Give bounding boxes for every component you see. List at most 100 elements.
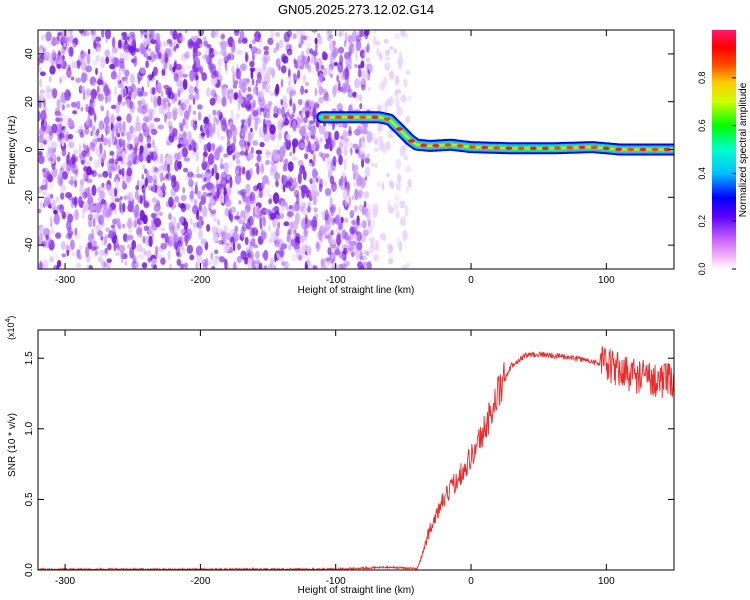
noise-cell <box>194 86 198 93</box>
noise-cell <box>45 88 52 100</box>
noise-cell <box>113 124 119 132</box>
snr-panel: -300 -200 -100 0 100 0.0 0.5 1.0 1.5 Height of s… <box>5 316 675 596</box>
noise-cell <box>171 174 177 183</box>
noise-cell <box>42 168 46 173</box>
noise-cell <box>225 87 229 99</box>
noise-cell <box>131 240 137 250</box>
noise-cell <box>226 134 231 142</box>
noise-cell <box>234 225 239 233</box>
noise-cell <box>153 166 158 173</box>
noise-cell <box>90 246 97 251</box>
noise-cell <box>283 221 290 227</box>
noise-cell <box>326 161 332 172</box>
noise-cell <box>259 217 263 230</box>
noise-cell <box>65 192 72 199</box>
noise-cell <box>178 99 181 106</box>
noise-cell <box>233 92 238 101</box>
noise-cell <box>191 138 195 146</box>
x-tick-label: -100 <box>326 275 346 286</box>
signal-peak <box>493 146 501 150</box>
noise-cell <box>38 135 44 143</box>
noise-cell <box>126 132 131 143</box>
noise-cell <box>81 160 85 165</box>
noise-cell <box>246 102 250 108</box>
noise-cell <box>74 36 78 46</box>
noise-cell <box>299 142 306 149</box>
noise-cell <box>221 96 227 107</box>
noise-cell <box>298 254 303 261</box>
noise-cell <box>45 31 52 42</box>
noise-cell <box>250 146 254 154</box>
noise-cell <box>164 232 169 244</box>
noise-cell <box>255 86 259 96</box>
noise-cell <box>359 222 363 228</box>
noise-cell <box>270 67 276 79</box>
noise-cell <box>321 210 327 219</box>
noise-cell <box>75 77 82 83</box>
noise-cell <box>388 180 392 188</box>
noise-cell <box>223 55 229 64</box>
noise-cell <box>183 53 189 59</box>
noise-cell <box>288 114 295 119</box>
noise-cell <box>335 246 339 253</box>
noise-cell <box>322 52 329 61</box>
noise-cell <box>189 192 194 203</box>
noise-cell <box>102 81 108 94</box>
noise-cell <box>135 261 140 268</box>
noise-cell <box>56 156 61 162</box>
noise-cell <box>83 72 88 82</box>
snr-frame <box>37 329 675 571</box>
noise-cell <box>303 116 308 124</box>
noise-cell <box>258 213 264 222</box>
noise-cell <box>104 247 108 254</box>
noise-cell <box>373 254 378 262</box>
noise-cell <box>178 216 184 224</box>
noise-cell <box>189 254 195 261</box>
noise-cell <box>351 219 356 226</box>
noise-cell <box>221 193 225 204</box>
noise-cell <box>51 123 58 134</box>
noise-cell <box>274 239 279 245</box>
noise-cell <box>361 128 368 135</box>
noise-cell <box>381 181 385 191</box>
noise-cell <box>265 160 270 165</box>
noise-cell <box>116 148 123 157</box>
spectrogram-ylabel: Frequency (Hz) <box>7 116 18 185</box>
noise-cell <box>154 199 160 212</box>
signal-peak <box>468 145 476 149</box>
noise-cell <box>153 217 157 225</box>
noise-cell <box>132 255 136 263</box>
noise-cell <box>296 193 299 205</box>
noise-cell <box>399 216 407 227</box>
signal-peak <box>578 145 586 150</box>
noise-cell <box>85 246 90 258</box>
noise-cell <box>263 123 268 135</box>
noise-cell <box>182 131 187 140</box>
noise-cell <box>213 163 218 175</box>
noise-cell <box>235 68 241 80</box>
noise-cell <box>126 220 132 229</box>
noise-cell <box>132 38 136 49</box>
noise-cell <box>160 227 166 232</box>
noise-cell <box>226 128 229 136</box>
noise-cell <box>121 32 128 37</box>
noise-cell <box>317 138 323 144</box>
noise-cell <box>299 166 303 176</box>
noise-cell <box>354 78 361 89</box>
noise-cell <box>168 222 172 227</box>
noise-cell <box>138 150 144 163</box>
noise-cell <box>140 46 147 54</box>
noise-cell <box>161 176 166 181</box>
noise-cell <box>395 158 402 170</box>
noise-cell <box>115 138 122 151</box>
noise-cell <box>200 67 204 76</box>
noise-cell <box>241 119 245 124</box>
noise-cell <box>300 184 308 194</box>
snr-multiplier: (x104) <box>5 316 16 340</box>
noise-cell <box>281 123 284 128</box>
noise-cell <box>252 99 256 109</box>
noise-cell <box>75 106 80 111</box>
noise-cell <box>322 157 326 162</box>
noise-cell <box>48 75 52 83</box>
